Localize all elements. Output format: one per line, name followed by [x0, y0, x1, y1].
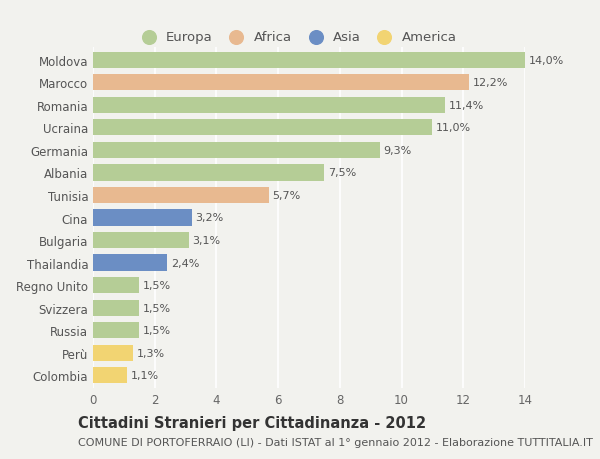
Bar	[93, 210, 192, 226]
Bar	[93, 255, 167, 271]
Text: 1,5%: 1,5%	[143, 280, 171, 291]
Text: 2,4%: 2,4%	[171, 258, 199, 268]
Text: 11,4%: 11,4%	[448, 101, 484, 111]
Text: 3,1%: 3,1%	[193, 235, 220, 246]
Bar	[93, 97, 445, 114]
Text: 11,0%: 11,0%	[436, 123, 471, 133]
Bar	[93, 367, 127, 384]
Bar	[93, 75, 469, 91]
Bar	[93, 165, 325, 181]
Text: 7,5%: 7,5%	[328, 168, 356, 178]
Text: 1,1%: 1,1%	[131, 370, 159, 381]
Text: 1,5%: 1,5%	[143, 325, 171, 336]
Bar	[93, 120, 433, 136]
Text: 3,2%: 3,2%	[196, 213, 224, 223]
Bar	[93, 52, 525, 69]
Text: 1,3%: 1,3%	[137, 348, 165, 358]
Bar	[93, 232, 188, 249]
Text: Cittadini Stranieri per Cittadinanza - 2012: Cittadini Stranieri per Cittadinanza - 2…	[78, 415, 426, 431]
Legend: Europa, Africa, Asia, America: Europa, Africa, Asia, America	[130, 26, 462, 50]
Bar	[93, 300, 139, 316]
Bar	[93, 142, 380, 159]
Bar	[93, 322, 139, 339]
Bar	[93, 345, 133, 361]
Bar	[93, 187, 269, 204]
Text: COMUNE DI PORTOFERRAIO (LI) - Dati ISTAT al 1° gennaio 2012 - Elaborazione TUTTI: COMUNE DI PORTOFERRAIO (LI) - Dati ISTAT…	[78, 437, 593, 447]
Bar	[93, 277, 139, 294]
Text: 12,2%: 12,2%	[473, 78, 509, 88]
Text: 14,0%: 14,0%	[529, 56, 564, 66]
Text: 5,7%: 5,7%	[272, 190, 301, 201]
Text: 9,3%: 9,3%	[383, 146, 412, 156]
Text: 1,5%: 1,5%	[143, 303, 171, 313]
